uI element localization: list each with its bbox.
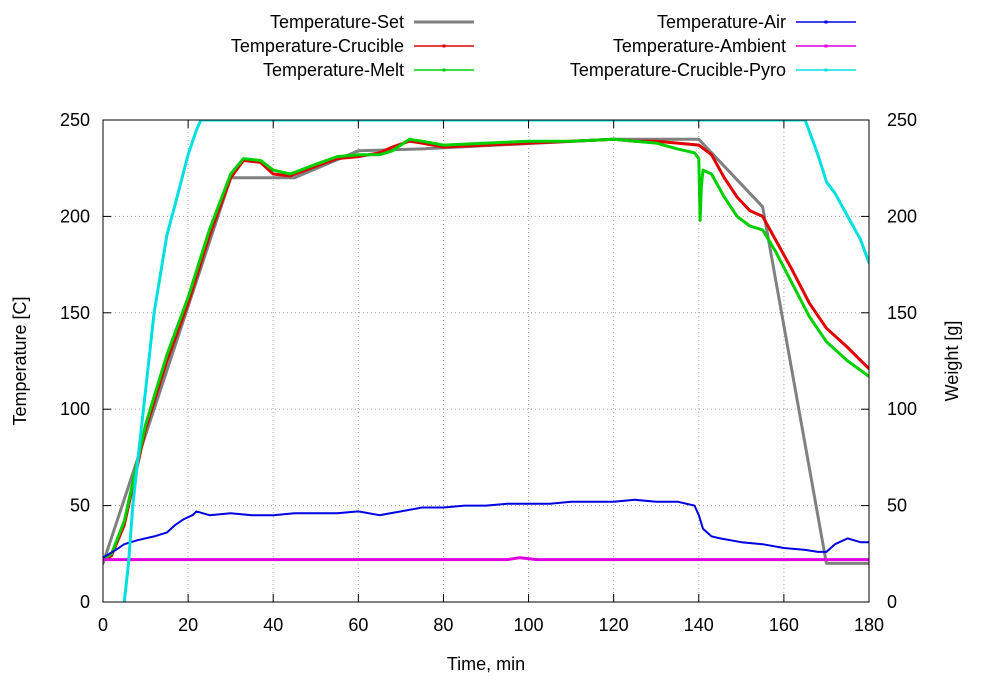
- legend-item: Temperature-Crucible-Pyro: [570, 60, 856, 80]
- x-tick-label: 0: [98, 615, 108, 635]
- legend-marker: [824, 68, 828, 72]
- series-line-temperature-air: [103, 498, 869, 559]
- x-axis-label: Time, min: [447, 654, 525, 674]
- legend-marker: [824, 44, 828, 48]
- legend-label: Temperature-Air: [657, 12, 786, 32]
- series-line-temperature-crucible-pyro: [122, 120, 869, 602]
- plot-frame: [102, 119, 870, 603]
- y2-tick-label: 150: [887, 303, 917, 323]
- y2-tick-label: 100: [887, 399, 917, 419]
- series-line-temperature-crucible: [103, 137, 869, 562]
- y-tick-label: 50: [70, 496, 90, 516]
- x-tick-label: 180: [854, 615, 884, 635]
- series-line-temperature-ambient: [103, 556, 869, 562]
- y-tick-label: 250: [60, 110, 90, 130]
- legend-label: Temperature-Melt: [263, 60, 404, 80]
- legend-marker: [442, 68, 446, 72]
- x-tick-label: 140: [684, 615, 714, 635]
- y-tick-label: 150: [60, 303, 90, 323]
- y2-axis-label: Weight [g]: [942, 321, 962, 402]
- grid: [103, 120, 869, 602]
- series-layer: [103, 120, 869, 602]
- axis-ticks: 0 20 40 60 80 100 120 140 160 1800501001502002500…: [60, 110, 917, 635]
- x-tick-label: 40: [263, 615, 283, 635]
- legend-marker: [442, 44, 446, 48]
- series-line-temperature-set: [103, 137, 869, 565]
- legend-item: Temperature-Crucible: [231, 36, 474, 56]
- legend: Temperature-Set Temperature-Crucible Tempe…: [231, 12, 856, 80]
- x-tick-label: 60: [348, 615, 368, 635]
- legend-label: Temperature-Set: [270, 12, 404, 32]
- y2-tick-label: 50: [887, 496, 907, 516]
- legend-item: Temperature-Ambient: [613, 36, 856, 56]
- y-tick-label: 100: [60, 399, 90, 419]
- series-line-temperature-melt: [103, 137, 869, 562]
- y2-tick-label: 200: [887, 206, 917, 226]
- x-tick-label: 120: [599, 615, 629, 635]
- y-axis-label: Temperature [C]: [10, 296, 30, 425]
- x-tick-label: 20: [178, 615, 198, 635]
- legend-item: Temperature-Melt: [263, 60, 474, 80]
- legend-label: Temperature-Crucible-Pyro: [570, 60, 786, 80]
- legend-marker: [824, 20, 828, 24]
- y-tick-label: 200: [60, 206, 90, 226]
- x-tick-label: 80: [433, 615, 453, 635]
- x-tick-label: 160: [769, 615, 799, 635]
- legend-label: Temperature-Ambient: [613, 36, 786, 56]
- x-tick-label: 100: [514, 615, 544, 635]
- y2-tick-label: 250: [887, 110, 917, 130]
- y-tick-label: 0: [80, 592, 90, 612]
- legend-label: Temperature-Crucible: [231, 36, 404, 56]
- y2-tick-label: 0: [887, 592, 897, 612]
- legend-item: Temperature-Air: [657, 12, 856, 32]
- legend-item: Temperature-Set: [270, 12, 474, 32]
